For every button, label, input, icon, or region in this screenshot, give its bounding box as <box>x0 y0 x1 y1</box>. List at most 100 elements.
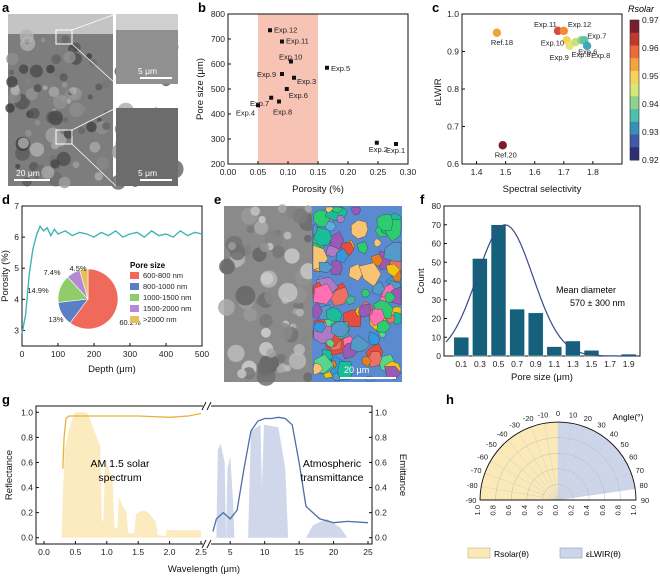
y-tick-label: 10 <box>432 332 442 342</box>
grain <box>313 283 334 305</box>
x-tick-label: 500 <box>195 349 209 359</box>
angle-tick-label: -50 <box>486 440 497 449</box>
grain-facet <box>303 372 313 383</box>
y-axis-label: Pore size (μm) <box>195 58 206 120</box>
x-tick-label: 0.5 <box>69 547 81 557</box>
radial-tick-label: 1.0 <box>473 505 482 515</box>
grain-facet <box>235 285 256 306</box>
angle-grid-line <box>481 486 559 501</box>
pore-blob <box>102 122 111 131</box>
x-tick-label: 1.4 <box>471 167 483 177</box>
grain-facet <box>273 322 293 342</box>
grain-facet <box>304 205 312 213</box>
x-axis-label: Depth (μm) <box>88 364 136 375</box>
angle-tick-label: -80 <box>467 481 478 490</box>
grain-facet <box>254 220 269 235</box>
x-tick-label: 0.0 <box>38 547 50 557</box>
panel-letter-d: d <box>2 192 10 207</box>
pore-blob <box>94 172 103 181</box>
pore-blob <box>89 141 101 153</box>
y-tick-label: 40 <box>432 276 442 286</box>
elwir-area <box>558 422 636 500</box>
colorbar-frame <box>629 19 640 161</box>
x-axis-label: Pore size (μm) <box>511 372 573 383</box>
pie-legend: 600-800 nm 800-1000 nm 1000-1500 nm 1500-20… <box>130 271 191 324</box>
y-tick-label: 50 <box>432 257 442 267</box>
gaussian-fit-line <box>445 224 638 357</box>
x-tick-label: 1.5 <box>132 547 144 557</box>
right-y-tick-label: 0.4 <box>375 483 387 493</box>
grain <box>318 261 334 273</box>
grain <box>384 291 396 304</box>
legend-swatch <box>130 294 139 301</box>
grain <box>312 362 323 376</box>
pore-blob <box>78 126 86 135</box>
reflectance-line <box>62 412 202 469</box>
porosity-depth-line <box>21 224 203 334</box>
histogram-bars <box>453 224 637 357</box>
panel-letter-f: f <box>420 192 425 207</box>
legend-label: 600-800 nm <box>143 271 183 280</box>
grain-facet <box>260 272 274 285</box>
panel-letter-b: b <box>198 0 206 15</box>
mean-diameter-label: Mean diameter <box>556 285 616 295</box>
colorbar-segment <box>630 83 639 97</box>
legend-label-elwir: εLWIR(θ) <box>586 549 621 559</box>
radial-tick-label: 0.8 <box>613 505 622 515</box>
y-tick-label: 0.8 <box>21 432 33 442</box>
x-axis-label: Spectral selectivity <box>503 184 582 195</box>
pore-blob <box>42 85 48 91</box>
pore-blob <box>52 94 68 110</box>
legend-swatch <box>130 272 139 279</box>
point-label: Exp.10 <box>279 53 302 62</box>
angle-tick-label: -70 <box>471 466 482 475</box>
zoom-box-top <box>55 29 73 45</box>
y-tick-label: 0.9 <box>447 47 459 57</box>
data-point <box>269 95 274 100</box>
x-tick-label: 0.9 <box>530 359 542 369</box>
pore-blob <box>8 69 15 76</box>
angle-tick-label: -40 <box>497 429 508 438</box>
colorbar-segment <box>630 45 639 59</box>
angle-grid-line <box>490 460 559 501</box>
polar-frame <box>479 421 637 501</box>
angle-grid-line <box>531 426 559 501</box>
x-tick-label: 1.6 <box>529 167 541 177</box>
grain-facet <box>243 307 258 322</box>
x-tick-label: 0 <box>20 349 25 359</box>
data-point <box>559 26 569 36</box>
point-label: Exp.4 <box>236 108 255 117</box>
y-tick-label: 0.4 <box>21 483 33 493</box>
data-point <box>582 41 592 51</box>
grain-facet <box>274 229 282 236</box>
pore-blob <box>63 51 76 64</box>
pore-blob <box>24 129 32 137</box>
y-axis-label: εLWIR <box>433 78 444 105</box>
y-tick-label: 0.6 <box>21 457 33 467</box>
radial-tick-label: 0.4 <box>582 505 591 515</box>
pore-blob <box>34 119 41 126</box>
x-tick-label: 1.9 <box>623 359 635 369</box>
ebsd-grains <box>312 206 402 382</box>
x-axis-label: Porosity (%) <box>292 184 344 195</box>
data-point <box>492 28 502 37</box>
grain <box>384 366 402 380</box>
data-point <box>325 65 329 70</box>
pore-blob <box>72 161 80 169</box>
axis-ticks: 0.00 0.05 0.10 0.15 0.20 0.25 0.30 200 300 400 500… <box>211 9 417 177</box>
colorbar-segment <box>630 70 639 85</box>
scale-bar-label: 5 μm <box>138 66 157 76</box>
pore-blob <box>69 87 77 95</box>
x-tick-label: 5 <box>228 547 233 557</box>
y-axis-label: Porosity (%) <box>0 250 11 302</box>
y-tick-label: 5 <box>14 263 19 273</box>
x-tick-label: 1.0 <box>101 547 113 557</box>
pie-slice <box>69 268 119 330</box>
sem-inset-top-surface <box>116 14 178 30</box>
pie-slice-label: 13% <box>48 315 63 324</box>
pore-blob <box>56 151 71 167</box>
pore-blob <box>28 107 40 119</box>
atm-label-line1: Atmospheric <box>303 458 361 470</box>
grain-facet <box>246 225 255 234</box>
angle-grid-line <box>557 440 609 501</box>
